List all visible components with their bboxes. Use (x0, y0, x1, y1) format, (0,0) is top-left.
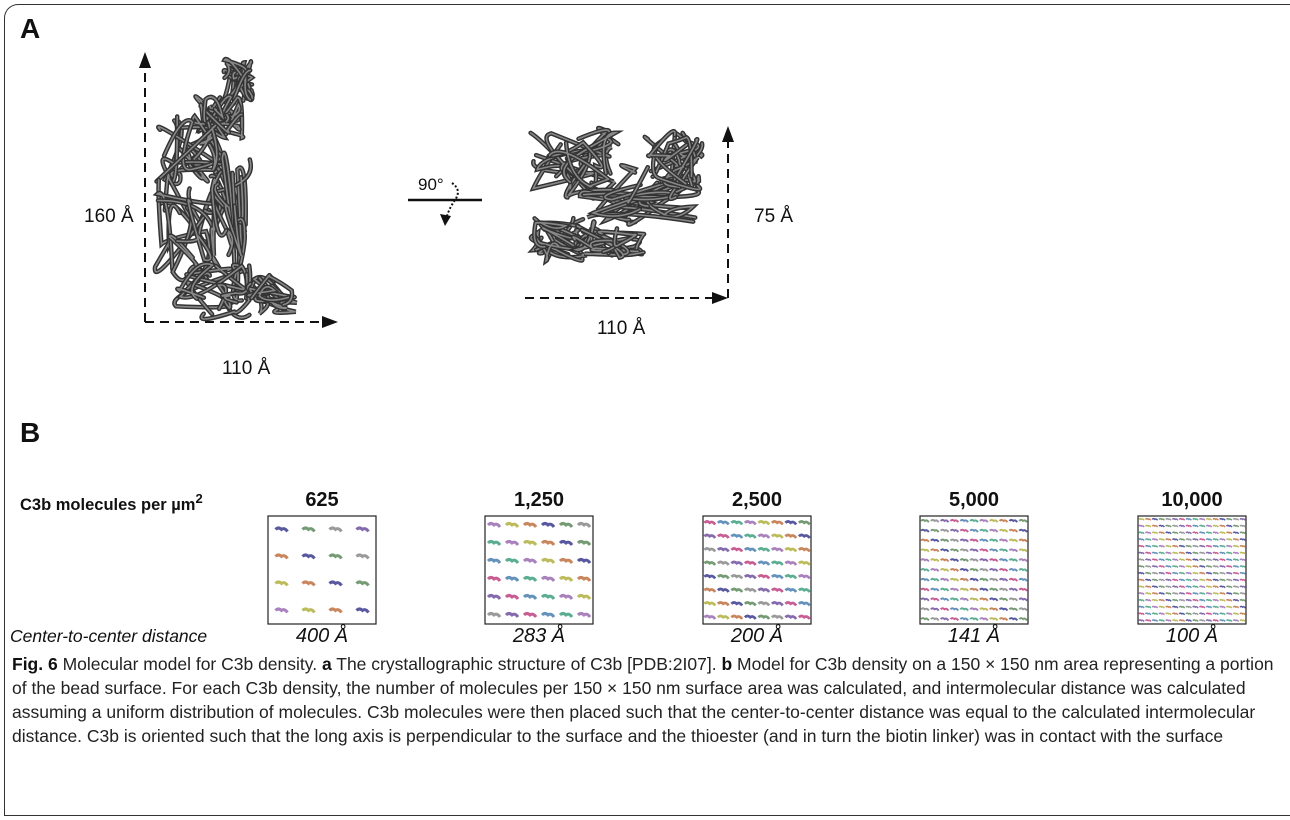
dimension-label: 110 Å (597, 318, 646, 339)
panel-label: B (20, 417, 40, 448)
figure-caption: Fig. 6 Molecular model for C3b density. … (12, 652, 1280, 748)
caption-text: The crystallographic structure of C3b [P… (336, 654, 716, 674)
density-label: 5,000 (949, 489, 999, 511)
caption-title: Molecular model for C3b density. (63, 654, 318, 674)
row-label-sup: 2 (195, 491, 202, 506)
density-panel (485, 516, 593, 624)
distance-label: 141 Å (948, 624, 1000, 647)
rotation-label: 90° (418, 175, 444, 194)
caption-part-label: a (322, 654, 332, 674)
arrowhead (722, 126, 734, 142)
distance-label: 100 Å (1166, 624, 1218, 647)
distance-label: 200 Å (730, 624, 783, 647)
page: A 160 Å 110 Å 75 Å 110 Å 90° B C3b molec… (0, 0, 1290, 820)
row-label: C3b molecules per µm2 (20, 491, 203, 514)
caption-label: Fig. 6 (12, 654, 58, 674)
dimension-label: 160 Å (84, 206, 134, 227)
arrowhead (139, 52, 151, 68)
protein-structure (531, 128, 703, 261)
density-label: 1,250 (514, 489, 564, 511)
dimension-label: 75 Å (754, 206, 793, 227)
row-label-text: C3b molecules per µm (20, 496, 195, 514)
density-label: 625 (305, 489, 338, 511)
rotation-arc (446, 183, 458, 220)
figure: A 160 Å 110 Å 75 Å 110 Å 90° B C3b molec… (0, 0, 1290, 650)
density-panels: 625 400 Å 1,250 283 Å 2,500 200 Å 5,000 141 Å 10… (268, 489, 1246, 647)
arrowhead (712, 292, 728, 304)
arrowhead (440, 214, 451, 226)
caption-part-label: b (721, 654, 732, 674)
density-label: 10,000 (1161, 489, 1222, 511)
protein-structure (155, 59, 297, 319)
distance-label: 283 Å (512, 624, 565, 647)
dimension-label: 110 Å (222, 358, 271, 379)
density-panel (703, 516, 811, 624)
density-label: 2,500 (732, 489, 782, 511)
distance-label: 400 Å (296, 624, 348, 647)
arrowhead (322, 316, 338, 328)
panel-label: A (20, 13, 40, 44)
row-label: Center-to-center distance (10, 626, 207, 646)
